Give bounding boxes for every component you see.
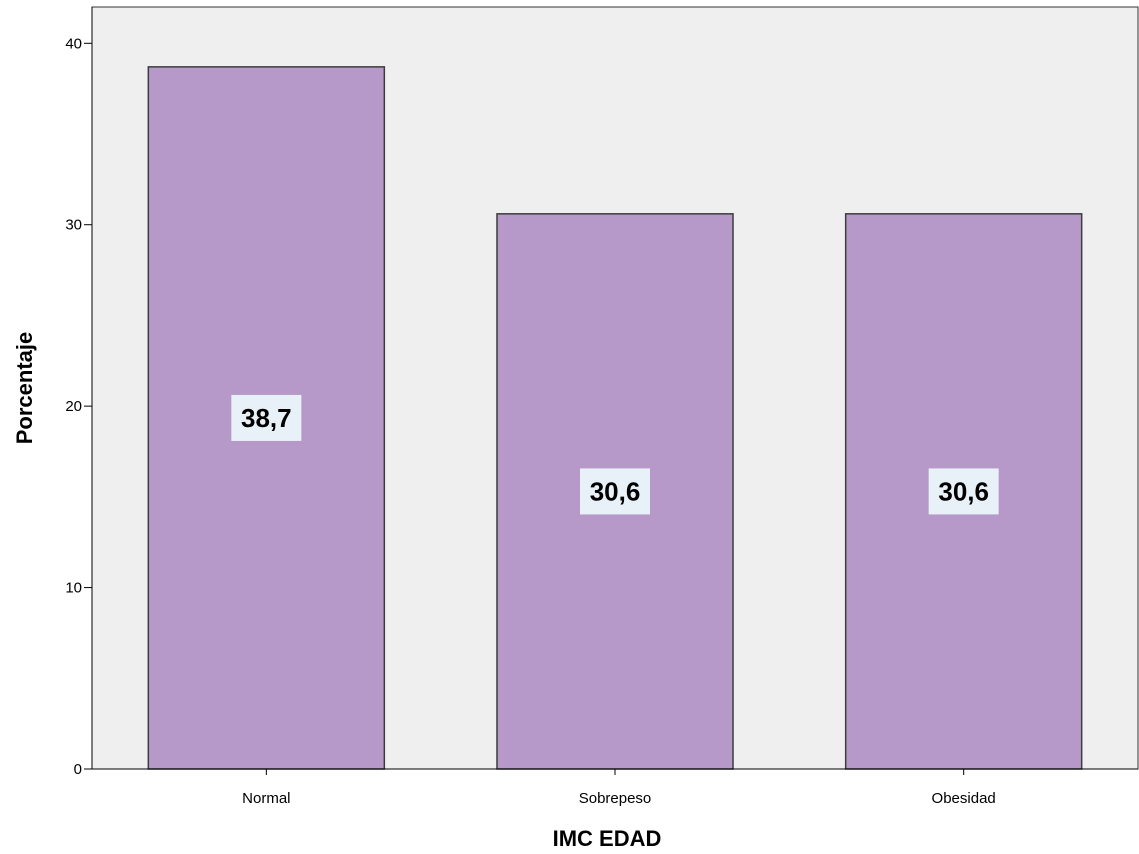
data-label-obesidad: 30,6 <box>938 476 989 506</box>
y-tick-label: 0 <box>74 761 82 778</box>
y-tick-label: 20 <box>65 398 82 415</box>
data-label-normal: 38,7 <box>241 403 292 433</box>
y-tick-label: 10 <box>65 580 82 597</box>
data-label-bg <box>928 468 999 515</box>
data-label-sobrepeso: 30,6 <box>590 476 641 506</box>
x-tick-label-obesidad: Obesidad <box>932 790 996 807</box>
data-label-bg <box>231 394 302 441</box>
y-axis-title: Porcentaje <box>12 332 37 445</box>
x-tick-label-sobrepeso: Sobrepeso <box>579 790 652 807</box>
bars-layer: 38,7 30,6 30,6 <box>147 66 1083 770</box>
y-tick-label: 30 <box>65 217 82 234</box>
axes-layer: Normal Sobrepeso Obesidad 0 10 20 30 40 <box>65 7 1138 807</box>
x-tick-label-normal: Normal <box>242 790 290 807</box>
data-label-bg <box>580 468 650 515</box>
y-tick-label: 40 <box>65 35 82 52</box>
x-axis-title: IMC EDAD <box>553 826 662 851</box>
